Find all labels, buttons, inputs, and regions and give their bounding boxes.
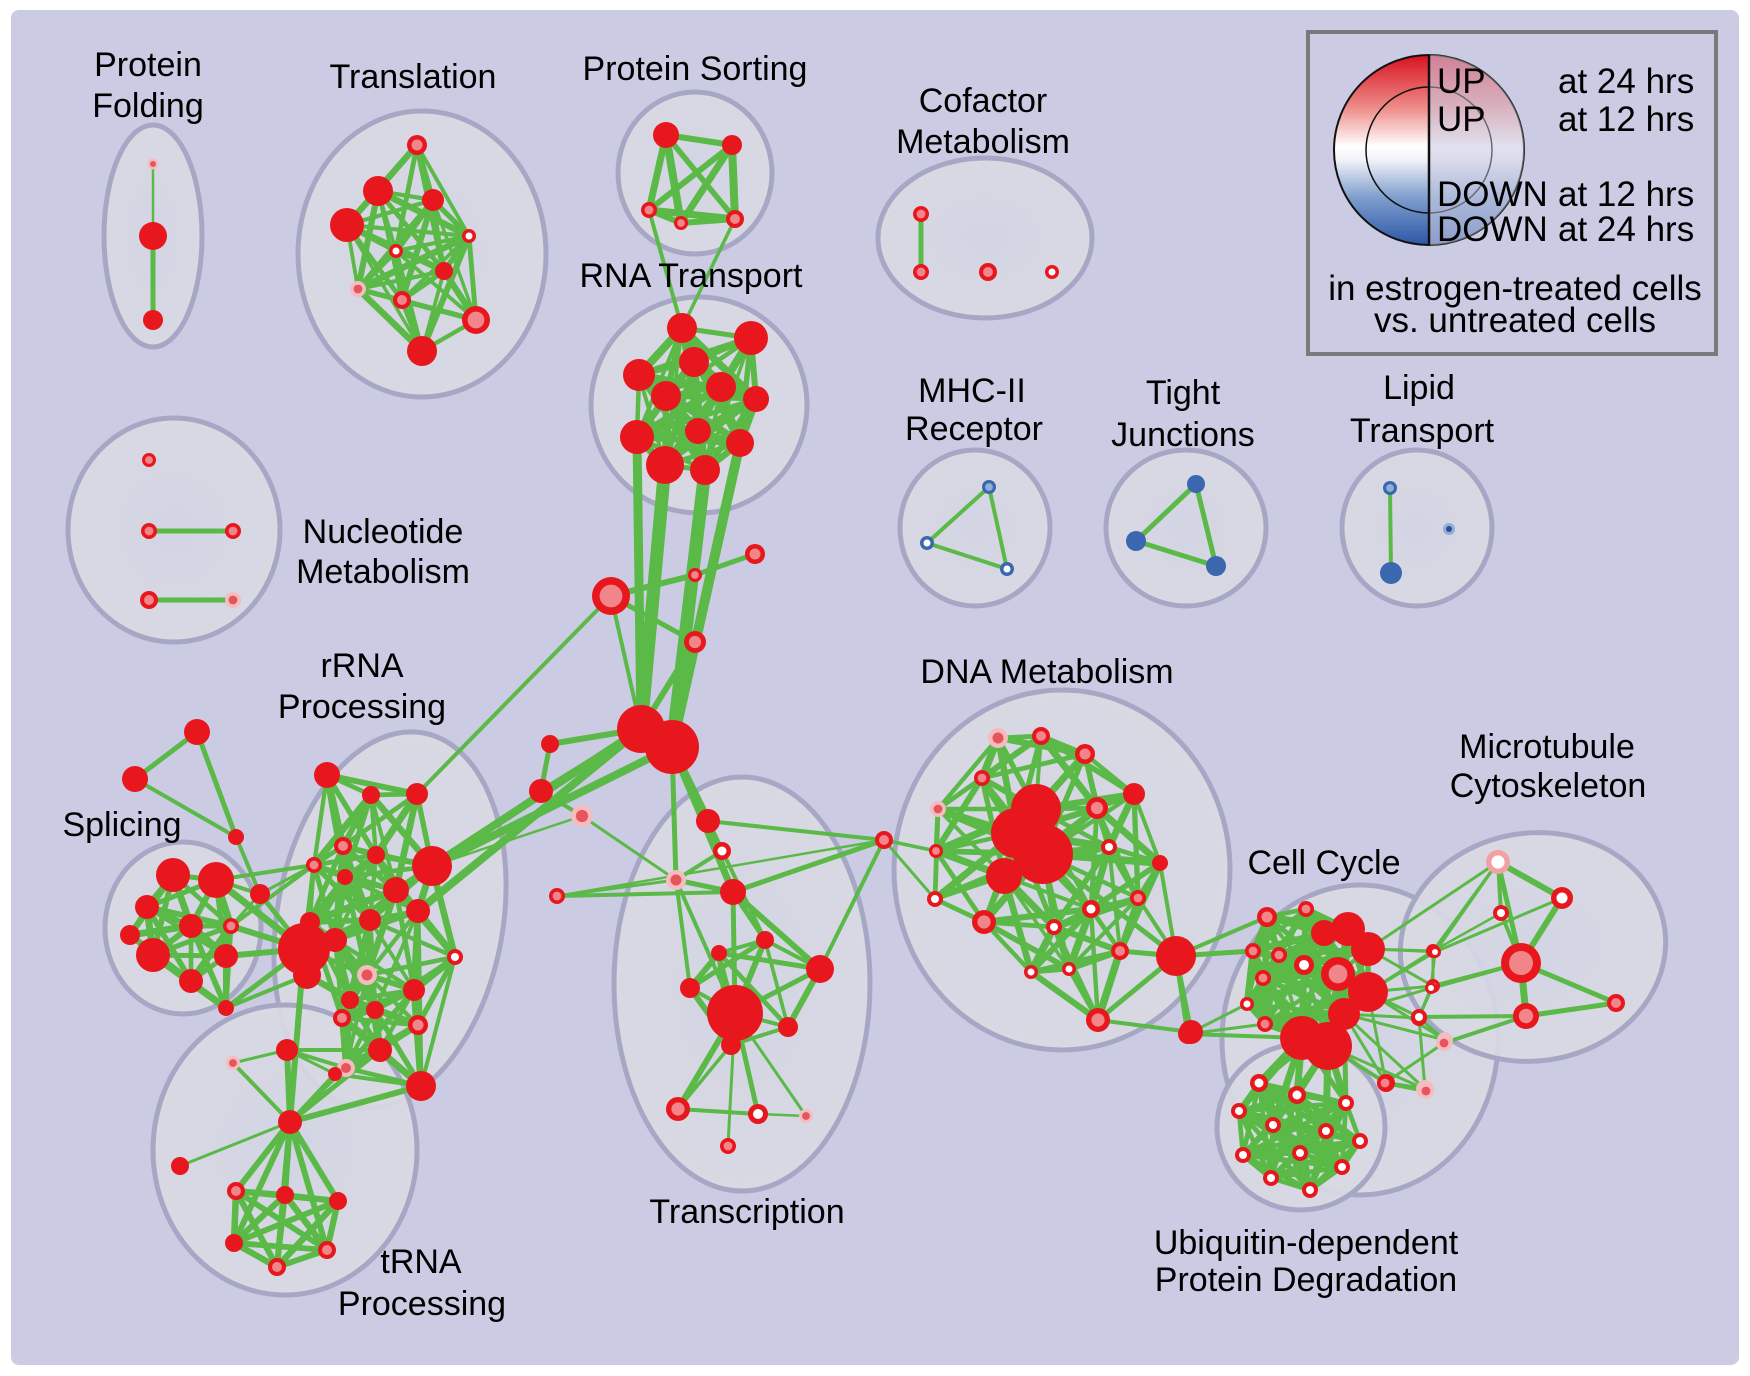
svg-text:Splicing: Splicing [62, 806, 181, 844]
svg-text:UP: UP [1437, 100, 1486, 139]
svg-text:vs. untreated cells: vs. untreated cells [1374, 301, 1656, 340]
svg-text:DOWN: DOWN [1437, 210, 1548, 249]
svg-text:at 12 hrs: at 12 hrs [1558, 100, 1694, 139]
svg-text:MHC-II: MHC-II [918, 372, 1026, 410]
svg-text:Lipid: Lipid [1383, 369, 1455, 407]
svg-text:at 24 hrs: at 24 hrs [1558, 210, 1694, 249]
svg-text:DNA Metabolism: DNA Metabolism [920, 653, 1173, 691]
svg-text:RNA Transport: RNA Transport [580, 257, 804, 295]
svg-text:Microtubule: Microtubule [1459, 728, 1635, 766]
svg-text:Transport: Transport [1350, 412, 1495, 450]
svg-text:in estrogen-treated cells: in estrogen-treated cells [1328, 269, 1702, 308]
svg-text:Cytoskeleton: Cytoskeleton [1450, 767, 1647, 805]
svg-text:Translation: Translation [330, 58, 497, 96]
svg-text:Cell Cycle: Cell Cycle [1247, 844, 1400, 882]
svg-text:Protein Degradation: Protein Degradation [1155, 1261, 1457, 1299]
svg-text:Folding: Folding [92, 87, 204, 125]
svg-text:Receptor: Receptor [905, 410, 1043, 448]
svg-text:at 24 hrs: at 24 hrs [1558, 62, 1694, 101]
svg-text:DOWN: DOWN [1437, 175, 1548, 214]
svg-text:at 12 hrs: at 12 hrs [1558, 175, 1694, 214]
svg-text:Protein: Protein [94, 46, 202, 84]
svg-text:Protein Sorting: Protein Sorting [583, 50, 808, 88]
svg-text:Ubiquitin-dependent: Ubiquitin-dependent [1154, 1224, 1459, 1262]
svg-text:tRNA: tRNA [380, 1243, 462, 1281]
svg-text:rRNA: rRNA [320, 647, 403, 685]
svg-text:Junctions: Junctions [1111, 416, 1255, 454]
svg-text:Processing: Processing [338, 1285, 506, 1323]
svg-text:Tight: Tight [1146, 374, 1221, 412]
svg-text:Processing: Processing [278, 688, 446, 726]
svg-text:Transcription: Transcription [649, 1193, 844, 1231]
svg-text:UP: UP [1437, 62, 1486, 101]
svg-text:Nucleotide: Nucleotide [303, 513, 464, 551]
svg-text:Cofactor: Cofactor [919, 82, 1048, 120]
svg-text:Metabolism: Metabolism [296, 553, 470, 591]
svg-text:Metabolism: Metabolism [896, 123, 1070, 161]
